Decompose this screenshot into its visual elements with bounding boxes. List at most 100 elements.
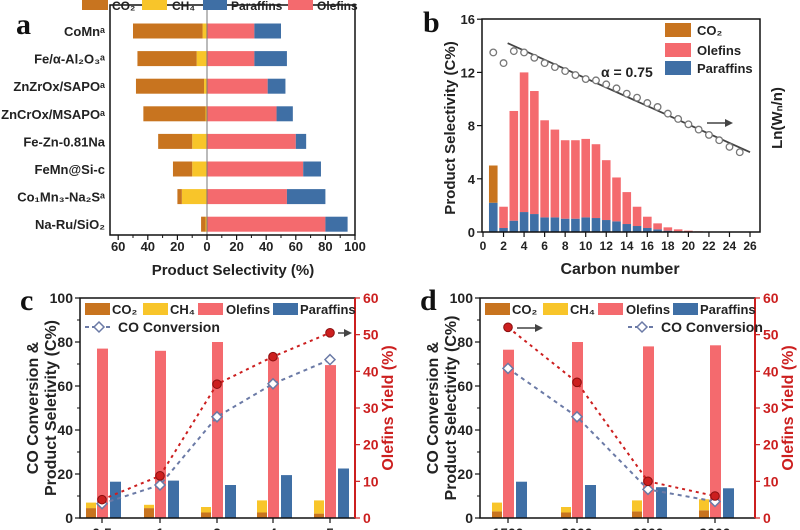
bar-olefins (207, 51, 255, 67)
legend-swatch (543, 303, 568, 315)
co-conversion-marker (641, 483, 655, 496)
legend-label: CO₂ (112, 302, 138, 317)
bar-olefins (207, 106, 277, 122)
co-conversion-marker (153, 478, 167, 492)
y-tick-label: 8 (468, 119, 475, 134)
bar-ch4 (699, 499, 709, 511)
x-axis-label: Carbon number (560, 261, 679, 278)
bar-paraffins (281, 475, 292, 518)
legend-label: Olefins (317, 0, 358, 13)
legend-swatch (198, 303, 223, 315)
x-tick-label: 16 (641, 239, 655, 253)
legend-label: CO₂ (697, 23, 723, 38)
y-tick-label: 40 (57, 422, 73, 438)
x-tick-label: 22 (702, 239, 716, 253)
olefins-yield-marker (97, 494, 107, 505)
x-tick-label: 60 (111, 239, 125, 254)
legend-swatch (273, 303, 298, 315)
bar-paraffins (571, 218, 580, 232)
panel-label-d: d (420, 284, 437, 317)
x-tick-label: 0 (480, 239, 487, 253)
co-conversion-line (101, 358, 331, 505)
bar-co2 (699, 510, 709, 518)
bar-paraffins (585, 485, 596, 518)
x-tick-label: 0 (203, 239, 210, 254)
y-axis-label-right: Olefins Yield (%) (380, 345, 397, 470)
y-tick-label: 20 (57, 466, 73, 482)
legend-label: Paraffins (700, 302, 756, 317)
legend-swatch (85, 303, 110, 315)
y-right-tick-label: 60 (763, 290, 779, 306)
y-tick-label: 40 (457, 422, 473, 438)
bar-ch4 (205, 216, 207, 232)
ln-wn-point (663, 109, 672, 118)
co-conversion-marker (323, 353, 337, 366)
ln-wn-point (509, 47, 518, 56)
bar-paraffins (325, 216, 348, 232)
x-tick-label: 20 (229, 239, 243, 254)
bar-paraffins (225, 485, 236, 518)
bar-paraffins (653, 229, 662, 232)
y-tick-label: 80 (457, 334, 473, 350)
panel-label-b: b (423, 6, 440, 39)
bar-paraffins (488, 202, 498, 232)
y-right-tick-label: 40 (363, 363, 379, 379)
ln-wn-point (571, 71, 580, 80)
bar-paraffins (612, 221, 621, 232)
legend-swatch (665, 43, 691, 57)
bar-olefins (268, 357, 279, 518)
bar-co2 (143, 106, 206, 122)
x-tick-label: 18 (661, 239, 675, 253)
category-label: Fe-Zn-0.81Na (23, 134, 105, 149)
y-right-tick-label: 10 (363, 473, 379, 489)
legend-label: CO₂ (512, 302, 538, 317)
legend-label: Paraffins (231, 0, 283, 13)
x-tick-label: 12 (600, 239, 614, 253)
bar-paraffins (723, 488, 734, 518)
bar-olefins (622, 192, 632, 225)
bar-ch4 (192, 133, 207, 149)
co-conversion-marker (210, 410, 224, 423)
bar-paraffins (499, 228, 508, 232)
bar-paraffins (295, 133, 307, 149)
legend-label: Olefins (626, 302, 670, 317)
co-conversion-line (507, 367, 716, 503)
bar-olefins (530, 91, 539, 215)
bar-co2 (172, 161, 193, 177)
bar-co2 (632, 511, 642, 518)
bar-olefins (207, 78, 268, 94)
bar-paraffins (110, 481, 121, 518)
category-label: ZnZrOx/SAPOᵃ (13, 79, 105, 94)
ln-wn-point (530, 53, 539, 62)
ln-wn-point (694, 125, 703, 134)
y-right-tick-label: 50 (363, 327, 379, 343)
bar-olefins (540, 120, 549, 218)
olefins-yield-marker (268, 351, 278, 362)
y-axis-label-line1: CO Conversion & (425, 341, 442, 474)
bar-ch4 (181, 189, 207, 205)
ln-wn-point (704, 130, 713, 139)
x-tick-label: 6000 (632, 525, 663, 530)
olefins-yield-marker (643, 476, 653, 487)
ln-wn-point (653, 103, 662, 111)
y-tick-label: 0 (465, 510, 473, 526)
y-tick-label: 4 (468, 172, 476, 187)
bar-olefins (572, 342, 583, 518)
bar-co2 (158, 133, 193, 149)
olefins-yield-marker (212, 379, 222, 389)
bar-olefins (591, 144, 601, 219)
bar-paraffins (591, 218, 601, 232)
bar-co2 (257, 512, 267, 518)
right-axis-arrow-head (725, 119, 733, 127)
bar-paraffins (530, 214, 539, 232)
bar-olefins (325, 365, 336, 518)
x-tick-label: 40 (259, 239, 273, 254)
bar-ch4 (205, 106, 207, 122)
bar-paraffins (550, 217, 560, 232)
bar-olefins (560, 140, 570, 219)
y-right-tick-label: 10 (763, 473, 779, 489)
bar-co2 (135, 78, 205, 94)
legend-swatch (82, 0, 108, 10)
legend-label: CO₂ (112, 0, 135, 13)
bar-paraffins (254, 23, 281, 39)
